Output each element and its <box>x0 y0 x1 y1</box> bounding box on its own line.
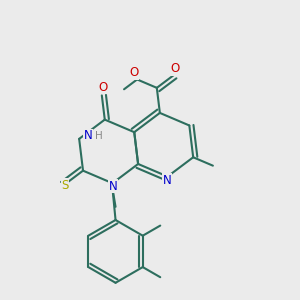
Text: H: H <box>94 131 102 141</box>
Text: O: O <box>130 66 139 80</box>
Text: N: N <box>163 174 171 187</box>
Text: N: N <box>84 129 92 142</box>
Text: S: S <box>61 179 69 192</box>
Text: O: O <box>98 81 108 94</box>
Text: N: N <box>109 180 118 193</box>
Text: O: O <box>170 62 180 75</box>
